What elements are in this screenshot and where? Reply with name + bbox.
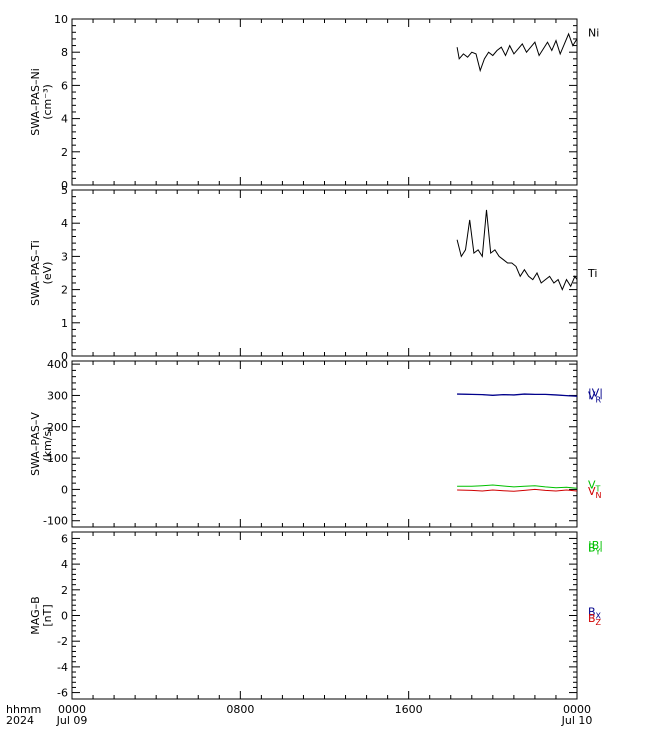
series-line-1-1 (456, 32, 578, 73)
y-tick-label: 0 (61, 483, 68, 496)
series-label-subscript-3-3: T (595, 485, 601, 494)
x-tick-label-time: 0000 (563, 703, 591, 716)
series-label-4-1: |B| (588, 539, 603, 552)
y-tick-label: -6 (57, 687, 68, 700)
y-tick-label: 6 (61, 532, 68, 545)
y-axis-label: MAG–B (29, 596, 42, 634)
series-label-subscript-3-2: R (596, 395, 602, 404)
y-tick-label: 1 (61, 317, 68, 330)
y-axis-unit: [nT] (41, 604, 54, 626)
y-tick-label: 0 (61, 179, 68, 192)
panels-group: 0 2 4 6 8 10 SWA–PAS–Ni (cm⁻³) Ni 0 1 2 3 4 5 SWA–PAS–T… (29, 13, 603, 700)
y-tick-label: 4 (61, 217, 68, 230)
series-line-3-4 (457, 488, 578, 492)
panel-1: 0 2 4 6 8 10 SWA–PAS–Ni (cm⁻³) Ni (29, 13, 599, 192)
y-axis-unit: (eV) (41, 262, 54, 285)
panel-2: 0 1 2 3 4 5 SWA–PAS–Ti (eV) Ti (29, 184, 597, 363)
panel-frame (71, 360, 578, 528)
y-tick-label: 2 (61, 146, 68, 159)
series-label-subscript-4-2: Y (595, 547, 601, 556)
series-label-2-1: Ti (587, 267, 597, 280)
y-tick-label: 4 (61, 113, 68, 126)
y-tick-label: 200 (47, 421, 68, 434)
series-label-3-1: |V| (588, 386, 603, 399)
y-tick-label: 100 (47, 452, 68, 465)
x-tick-label-time: 1600 (395, 703, 423, 716)
y-tick-label: 6 (61, 79, 68, 92)
y-tick-label: 0 (61, 350, 68, 363)
y-axis-unit: (cm⁻³) (41, 84, 54, 120)
x-tick-label-time: 0000 (58, 703, 86, 716)
x-tick-label-time: 0800 (226, 703, 254, 716)
y-axis-label: SWA–PAS–Ni (29, 68, 42, 136)
series-label-subscript-4-3: X (596, 612, 602, 621)
x-tick-label-date: Jul 09 (56, 714, 88, 727)
series-line-3-2 (457, 393, 578, 397)
y-tick-label: 300 (47, 389, 68, 402)
series-line-3-3 (457, 484, 578, 489)
y-tick-label: -4 (57, 661, 68, 674)
y-tick-label: 0 (61, 610, 68, 623)
x-tick-label-date: Jul 10 (561, 714, 593, 727)
series-line-2-1 (456, 209, 578, 291)
y-tick-label: 4 (61, 558, 68, 571)
series-label-subscript-3-4: N (596, 491, 602, 500)
y-tick-label: 10 (54, 13, 68, 26)
y-tick-label: -2 (57, 635, 68, 648)
y-tick-label: 2 (61, 284, 68, 297)
y-tick-label: 2 (61, 584, 68, 597)
time-format-label: hhmm (6, 703, 41, 716)
y-axis-label: SWA–PAS–Ti (29, 240, 42, 306)
y-tick-label: 8 (61, 46, 68, 59)
year-label: 2024 (6, 714, 34, 727)
panel-frame (71, 189, 578, 357)
y-tick-label: -100 (43, 515, 68, 528)
panel-frame (71, 531, 578, 700)
y-tick-label: 400 (47, 358, 68, 371)
y-tick-label: 5 (61, 184, 68, 197)
y-axis-unit: (km/s) (41, 426, 54, 461)
panel-frame (71, 18, 578, 186)
series-label-subscript-4-4: Z (596, 618, 602, 627)
y-tick-label: 3 (61, 250, 68, 263)
y-axis-label: SWA–PAS–V (29, 412, 42, 476)
series-label-1-1: Ni (588, 26, 599, 39)
